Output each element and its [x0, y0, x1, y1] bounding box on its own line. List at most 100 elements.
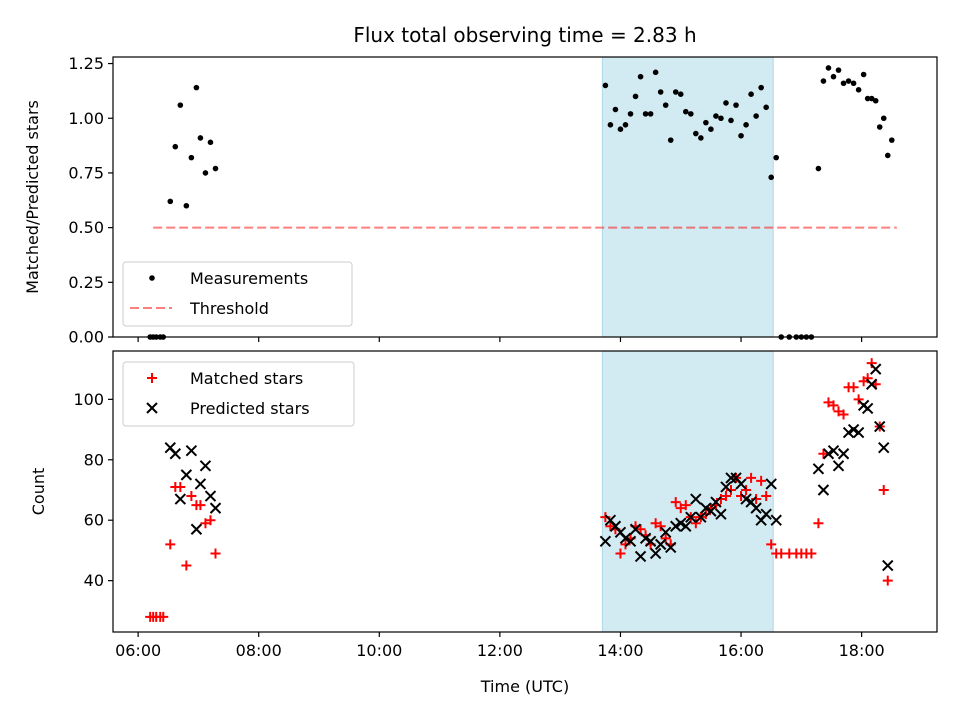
measurement-point	[612, 106, 619, 113]
matched-star-point	[195, 500, 206, 511]
predicted-star-point	[654, 538, 667, 551]
measurement-point	[172, 143, 179, 150]
predicted-star-point	[209, 502, 222, 514]
predicted-star-point	[705, 505, 717, 517]
matched-star-point	[818, 448, 829, 459]
measurement-point	[698, 135, 704, 141]
ratio-panel: 0.00 0.25 0.50 0.75 1.00 1.25 Matched/Predicte…	[23, 54, 938, 347]
matched-star-point	[848, 382, 859, 393]
measurement-point	[738, 132, 744, 139]
matched-star-point	[635, 524, 646, 535]
x-tick-label: 18:00	[839, 641, 885, 660]
observing-span	[601, 56, 774, 338]
predicted-star-point	[690, 493, 702, 505]
predicted-star-point	[765, 478, 777, 490]
legend-box	[122, 261, 353, 327]
measurement-point	[763, 104, 769, 111]
y-tick-label: 0.00	[68, 328, 104, 347]
measurement-point	[860, 71, 867, 78]
predicted-star-point	[817, 484, 830, 496]
matched-star-point	[878, 484, 889, 495]
measurement-point	[693, 130, 699, 137]
measurement-point	[753, 113, 759, 119]
measurement-point	[840, 80, 847, 87]
y-axis-label: Count	[29, 468, 48, 516]
measurement-point	[642, 111, 649, 117]
measurement-point	[888, 137, 895, 143]
matched-star-point	[828, 400, 839, 411]
measurement-point	[688, 111, 694, 117]
measurement-point	[177, 102, 184, 108]
measurement-point	[758, 84, 764, 91]
measurement-point	[825, 65, 832, 71]
predicted-star-point	[185, 445, 198, 457]
predicted-star-point	[832, 460, 845, 472]
predicted-star-point	[664, 541, 677, 554]
measurement-point	[652, 69, 659, 76]
measurement-point	[703, 119, 709, 126]
predicted-star-point	[715, 508, 727, 520]
predicted-star-point	[599, 535, 612, 548]
measurement-point	[708, 126, 714, 132]
predicted-star-point	[878, 441, 890, 454]
measurement-point	[183, 202, 190, 209]
legend-box	[122, 361, 355, 427]
predicted-star-point	[725, 472, 737, 484]
x-tick-label: 16:00	[718, 641, 764, 660]
matched-star-point	[756, 475, 767, 486]
matched-star-point	[605, 521, 616, 532]
predicted-star-point	[869, 363, 882, 375]
measurement-point	[723, 100, 729, 106]
measurement-point	[647, 111, 654, 117]
measurement-point	[743, 122, 749, 128]
measurement-point	[657, 89, 664, 95]
measurement-point	[820, 78, 827, 84]
matched-star-point	[181, 560, 192, 571]
predicted-star-point	[169, 448, 182, 460]
measurement-point	[773, 154, 780, 161]
predicted-star-point	[695, 511, 707, 523]
measurement-point	[197, 135, 204, 141]
matched-star-point	[766, 539, 777, 550]
predicted-star-point	[874, 420, 886, 433]
predicted-star-point	[827, 445, 840, 457]
y-tick-label: 100	[73, 390, 104, 409]
predicted-star-point	[649, 547, 662, 560]
matched-star-point	[615, 548, 626, 559]
y-tick-label: 1.00	[68, 109, 104, 128]
y-tick-label: 0.75	[68, 163, 104, 182]
predicted-star-point	[750, 502, 762, 514]
legend-label: Measurements	[190, 269, 308, 288]
legend-label: Matched stars	[190, 369, 303, 388]
measurement-point	[667, 137, 674, 143]
measurement-point	[728, 117, 734, 124]
predicted-star-point	[865, 378, 878, 390]
predicted-star-point	[174, 493, 187, 505]
x-tick-label: 14:00	[597, 641, 643, 660]
matched-star-point	[882, 575, 893, 586]
plot-frame	[112, 350, 938, 633]
predicted-star-point	[180, 469, 193, 481]
y-axis-label: Matched/Predicted stars	[23, 100, 42, 294]
matched-star-point	[806, 548, 817, 559]
measurement-point	[622, 122, 629, 128]
matched-star-point	[655, 521, 666, 532]
x-tick-label: 06:00	[115, 641, 161, 660]
measurement-point	[682, 108, 689, 115]
measurement-point	[602, 82, 609, 89]
predicted-star-point	[882, 559, 894, 572]
legend-label: Predicted stars	[190, 399, 310, 418]
predicted-star-point	[659, 526, 672, 538]
measurement-point	[718, 115, 724, 122]
measurement-point	[845, 78, 852, 84]
predicted-star-point	[685, 511, 697, 523]
predicted-star-point	[680, 520, 692, 532]
measurement-point	[207, 139, 214, 146]
legend-measurement-marker	[149, 275, 155, 281]
y-tick-label: 40	[84, 571, 104, 590]
predicted-star-point	[735, 478, 747, 490]
predicted-star-point	[812, 463, 825, 475]
matched-star-point	[746, 472, 757, 483]
matched-star-point	[210, 548, 221, 559]
